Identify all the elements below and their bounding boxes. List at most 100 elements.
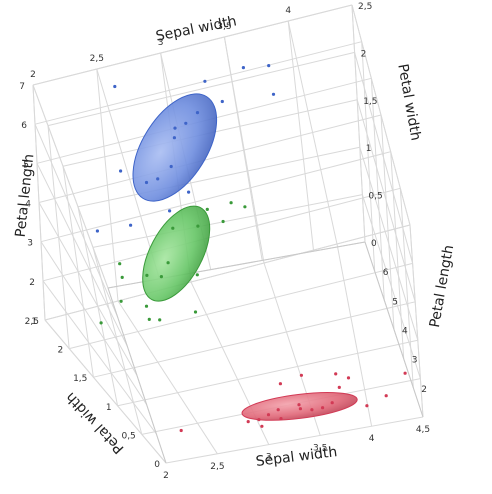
data-point-blue [172, 136, 176, 140]
grid-line-left-z [40, 241, 148, 405]
grid-line-left-z [38, 202, 138, 376]
data-point-blue [220, 99, 224, 104]
data-point-green [119, 299, 123, 303]
axis-label-petal-width-right: Petal width [394, 63, 423, 142]
data-point-green [166, 261, 170, 265]
grid-line-back-z [38, 114, 382, 203]
data-point-blue [113, 84, 117, 89]
tick-label-sepal-width-bottom: 3,5 [313, 443, 327, 453]
axis-label-petal-width-left: Petal width [63, 389, 128, 457]
data-point-green [120, 275, 124, 279]
data-point-red [384, 394, 388, 398]
data-point-red [346, 376, 351, 380]
data-point-red [279, 417, 283, 421]
tick-label-petal-width-left: 2 [57, 346, 63, 356]
data-point-green [99, 321, 103, 325]
tick-labels: 2 2,5 3 3,5 4 4,5 2 2,5 3 3,5 4 0 0,5 1 1,5 2 2,5 0 0,5 1 1,… [19, 2, 430, 481]
data-point-red [365, 404, 369, 408]
data-points [95, 64, 407, 433]
tick-label-sepal-width-top: 2,5 [90, 54, 104, 64]
data-point-red [179, 428, 183, 433]
data-point-red [403, 371, 407, 375]
tick-label-petal-length-right: 2 [421, 385, 427, 395]
data-point-blue [187, 190, 191, 194]
tick-label-petal-length-right: 6 [383, 268, 389, 278]
data-point-red [334, 372, 338, 376]
data-point-blue [95, 229, 99, 233]
grid-line-side-z [399, 188, 414, 388]
data-point-red [310, 408, 314, 412]
grid-line-side-z [370, 78, 385, 301]
grid-line-top-x [351, 4, 366, 243]
grid-line-top-x [96, 68, 160, 279]
grid-line-back-z [44, 224, 411, 321]
data-point-blue [267, 64, 271, 68]
tick-label-petal-length-right: 4 [402, 327, 408, 337]
tick-label-petal-width-left: 0,5 [121, 431, 135, 441]
grid-line-floor-y [93, 301, 416, 378]
data-point-blue [169, 164, 173, 169]
data-point-red [266, 413, 271, 417]
data-point-red [276, 408, 280, 412]
tick-label-petal-length-left: 4 [25, 200, 31, 210]
grid-line-top-y [47, 51, 355, 127]
density-ellipsoid-green [142, 205, 211, 302]
data-point-green [193, 310, 198, 314]
box-edge [364, 241, 424, 418]
grid-lines [32, 4, 424, 464]
tick-label-petal-length-left: 5 [23, 160, 29, 170]
tick-label-petal-width-right: 0,5 [368, 192, 382, 202]
data-point-red [299, 373, 303, 377]
axis-label-petal-length-left: Petal length [13, 153, 38, 238]
tick-label-petal-length-right: 5 [392, 297, 398, 307]
grid-line-side-z [390, 151, 405, 359]
grid-line-floor-y [165, 416, 424, 464]
box-edge [107, 287, 167, 464]
grid-line-floor-y [69, 262, 413, 350]
data-point-blue [203, 79, 207, 83]
data-point-green [118, 262, 122, 266]
grid-line-side-z [380, 114, 395, 330]
axis-label-sepal-width-bottom: Sepal width [255, 444, 338, 470]
data-point-blue [168, 209, 172, 213]
data-point-blue [119, 169, 123, 173]
data-point-blue [271, 92, 276, 96]
axis-label-petal-length-right: Petal length [427, 244, 457, 329]
density-ellipsoids [132, 93, 358, 421]
grid-line-left-z [34, 124, 119, 318]
data-point-green [196, 224, 200, 228]
tick-label-petal-width-left: 1,5 [73, 374, 87, 384]
tick-label-petal-width-right: 1 [366, 144, 372, 154]
tick-label-petal-width-left: 2,5 [25, 317, 39, 327]
data-point-green [171, 226, 175, 230]
grid-line-floor-y [117, 339, 418, 407]
data-point-red [278, 382, 282, 386]
grid-line-top-y [32, 4, 353, 86]
data-point-red [246, 420, 250, 424]
grid-line-side-z [361, 41, 376, 272]
tick-label-sepal-width-bottom: 4,5 [416, 425, 430, 435]
tick-label-petal-width-right: 2 [361, 49, 367, 59]
tick-label-petal-length-right: 3 [412, 356, 418, 366]
data-point-red [330, 401, 334, 405]
tick-label-petal-width-right: 2,5 [358, 2, 372, 12]
data-point-blue [129, 223, 133, 227]
data-point-blue [195, 111, 200, 115]
grid-line-left-z [36, 163, 128, 347]
tick-label-petal-width-right: 1,5 [363, 97, 377, 107]
density-ellipsoid-red [241, 392, 358, 421]
grid-line-left-z [32, 84, 109, 289]
data-point-red [337, 385, 341, 389]
grid-line-left-z [42, 280, 157, 435]
grid-line-side-z [409, 224, 424, 418]
grid-line-top-y [92, 194, 363, 248]
data-point-green [144, 304, 149, 308]
grid-line-floor-x [336, 243, 373, 427]
data-point-red [297, 403, 301, 407]
tick-label-sepal-width-top: 2 [30, 70, 36, 80]
tick-label-petal-width-left: 0 [154, 460, 160, 470]
tick-label-sepal-width-top: 3,5 [217, 22, 231, 32]
tick-label-sepal-width-bottom: 2 [163, 471, 169, 481]
grid-line-back-z [40, 151, 391, 243]
